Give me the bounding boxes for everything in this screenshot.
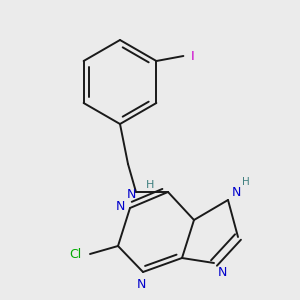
Text: Cl: Cl xyxy=(69,248,81,260)
Text: N: N xyxy=(231,185,241,199)
Text: N: N xyxy=(217,266,227,280)
Text: H: H xyxy=(146,180,154,190)
Text: N: N xyxy=(136,278,146,290)
Text: N: N xyxy=(126,188,136,202)
Text: H: H xyxy=(242,177,250,187)
Text: N: N xyxy=(115,200,125,212)
Text: I: I xyxy=(190,50,194,62)
